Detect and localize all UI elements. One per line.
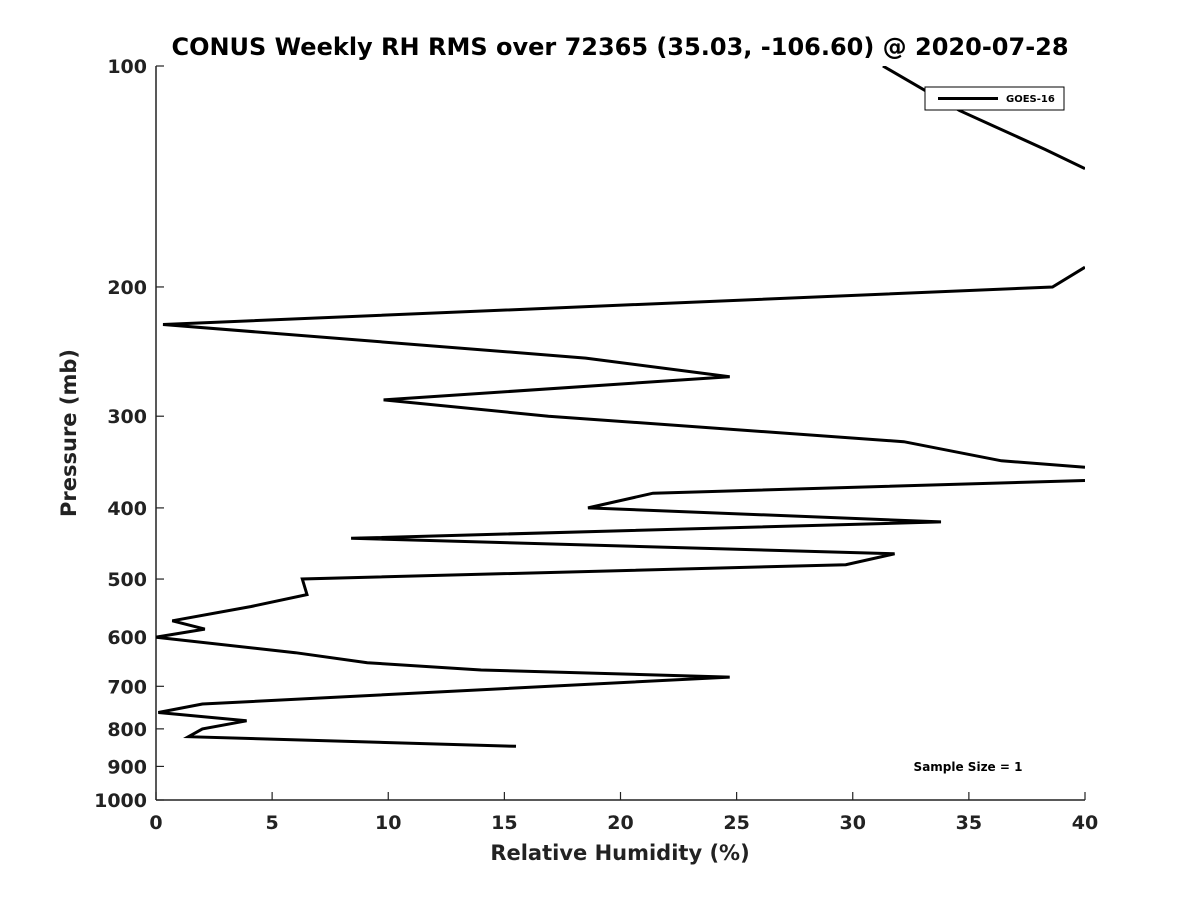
x-tick-label: 10 <box>375 812 401 834</box>
x-tick-label: 20 <box>607 812 633 834</box>
legend-label-goes-16: GOES-16 <box>1006 94 1055 105</box>
x-tick-label: 35 <box>956 812 982 834</box>
x-tick-label: 0 <box>149 812 162 834</box>
y-tick-label: 200 <box>107 277 147 299</box>
x-ticks: 0 5 10 15 20 25 30 35 40 <box>149 792 1098 834</box>
y-tick-label: 900 <box>107 756 147 778</box>
series-line-goes-16 <box>156 66 1085 748</box>
legend: GOES-16 <box>924 86 1065 111</box>
x-tick-label: 40 <box>1072 812 1098 834</box>
y-ticks: 100 200 300 400 500 600 700 800 900 1000 <box>94 56 164 812</box>
axes <box>155 66 1085 801</box>
y-tick-label: 800 <box>107 719 147 741</box>
series-layer <box>156 66 1085 748</box>
y-tick-label: 400 <box>107 498 147 520</box>
x-tick-label: 15 <box>491 812 517 834</box>
x-axis-label: Relative Humidity (%) <box>490 841 749 865</box>
y-axis-label: Pressure (mb) <box>57 349 81 517</box>
x-tick-label: 30 <box>840 812 866 834</box>
y-tick-label: 600 <box>107 627 147 649</box>
y-tick-label: 100 <box>107 56 147 78</box>
x-tick-label: 25 <box>723 812 749 834</box>
x-tick-label: 5 <box>266 812 279 834</box>
y-tick-label: 300 <box>107 406 147 428</box>
y-tick-label: 700 <box>107 676 147 698</box>
y-tick-label: 1000 <box>94 790 147 812</box>
chart-title: CONUS Weekly RH RMS over 72365 (35.03, -… <box>171 33 1068 61</box>
y-tick-label: 500 <box>107 569 147 591</box>
sample-size-annotation: Sample Size = 1 <box>914 760 1023 774</box>
